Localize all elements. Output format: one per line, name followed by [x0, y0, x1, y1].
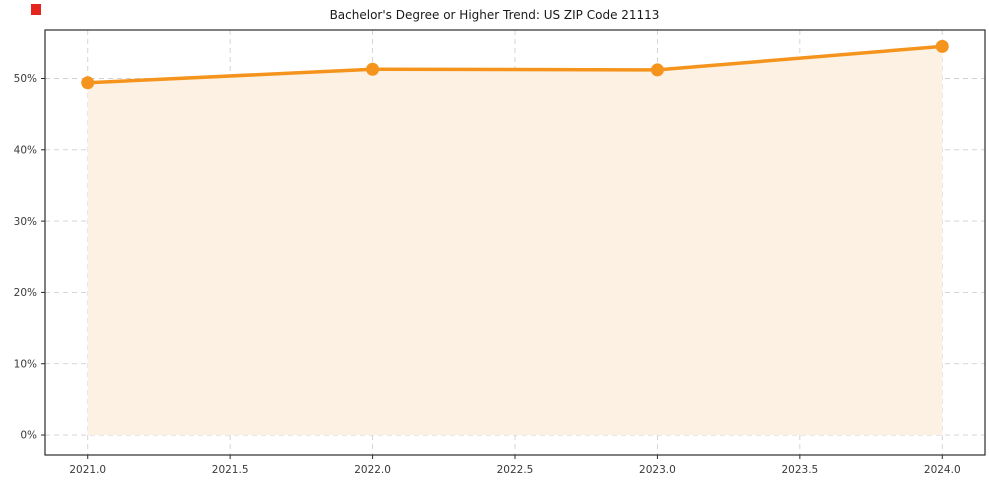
data-point-marker [81, 76, 95, 90]
data-point-marker [366, 62, 380, 76]
x-tick-label: 2024.0 [924, 464, 961, 476]
y-tick-label: 20% [14, 287, 37, 299]
chart-title: Bachelor's Degree or Higher Trend: US ZI… [329, 8, 660, 22]
x-axis-ticks: 2021.0 2021.5 2022.0 2022.5 2023.0 2023.5 2024… [69, 455, 961, 476]
x-tick-label: 2021.5 [212, 464, 249, 476]
y-tick-label: 40% [14, 145, 37, 157]
x-tick-label: 2023.5 [781, 464, 818, 476]
data-point-marker [935, 39, 949, 53]
data-point-marker [650, 63, 664, 77]
area-fill [87, 46, 943, 436]
data-point-markers [81, 39, 949, 90]
x-tick-label: 2022.0 [354, 464, 391, 476]
y-tick-label: 50% [14, 73, 37, 85]
y-tick-label: 30% [14, 216, 37, 228]
red-artifact-marker [31, 4, 41, 15]
x-tick-label: 2021.0 [69, 464, 106, 476]
y-tick-label: 0% [20, 430, 37, 442]
x-tick-label: 2022.5 [497, 464, 534, 476]
x-tick-label: 2023.0 [639, 464, 676, 476]
y-axis-ticks: 0% 10% 20% 30% 40% 50% [14, 73, 45, 442]
trend-line [85, 44, 945, 85]
y-tick-label: 10% [14, 358, 37, 370]
